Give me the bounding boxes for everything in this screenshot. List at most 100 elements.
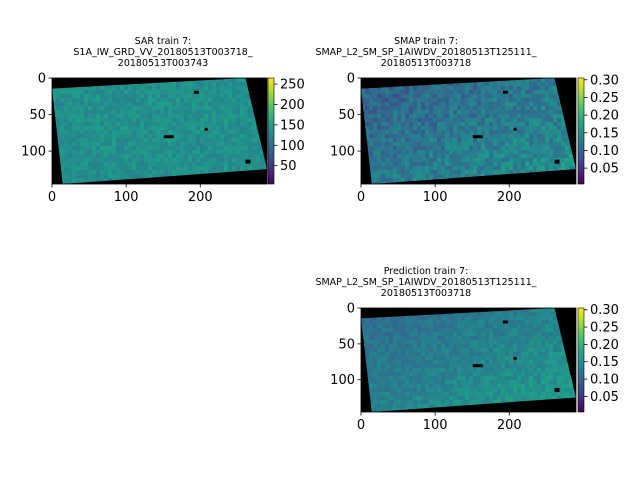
heatmap-cell [521,364,525,368]
heatmap-cell [437,360,441,364]
heatmap-cell [156,98,160,102]
heatmap-cell [172,138,176,142]
heatmap-cell [96,154,100,158]
heatmap-cell [545,336,549,340]
heatmap-cell [441,106,445,110]
heatmap-cell [104,110,108,114]
heatmap-cell [216,162,220,166]
heatmap-cell [509,400,513,404]
heatmap-cell [132,86,136,90]
heatmap-cell [124,146,128,150]
heatmap-cell [481,372,485,376]
heatmap-cell [485,90,489,94]
heatmap-cell [132,174,136,178]
heatmap-cell [561,372,565,376]
heatmap-cell [457,162,461,166]
heatmap-cell [248,154,252,158]
heatmap-cell [140,154,144,158]
heatmap-cell [529,384,533,388]
heatmap-cell [549,166,553,170]
heatmap-cell [393,408,397,412]
heatmap-cell [513,118,517,122]
heatmap-cell [381,380,385,384]
heatmap-cell [485,170,489,174]
heatmap-cell [409,102,413,106]
heatmap-cell [457,324,461,328]
heatmap-cell [168,122,172,126]
heatmap-cell [461,126,465,130]
heatmap-cell [457,348,461,352]
heatmap-cell [88,146,92,150]
heatmap-cell [385,376,389,380]
heatmap-cell [457,352,461,356]
heatmap-cell [433,90,437,94]
heatmap-cell [541,158,545,162]
heatmap-cell [557,384,561,388]
heatmap-cell [573,392,576,396]
heatmap-cell [501,170,505,174]
heatmap-cell [228,138,232,142]
heatmap-cell [501,352,505,356]
heatmap-cell [76,166,80,170]
heatmap-cell [509,336,513,340]
heatmap-cell [565,376,569,380]
heatmap-cell [365,336,369,340]
heatmap-cell [465,162,469,166]
heatmap-cell [76,126,80,130]
heatmap-cell [433,384,437,388]
heatmap-cell [208,78,212,82]
heatmap-cell [168,166,172,170]
heatmap-cell [409,384,413,388]
heatmap-cell [413,110,417,114]
heatmap-cell [92,178,96,182]
heatmap-cell [393,134,397,138]
heatmap-cell [489,90,493,94]
heatmap-cell [549,158,553,162]
heatmap-cell [192,114,196,118]
heatmap-cell [421,400,425,404]
heatmap-cell [389,98,393,102]
heatmap-cell [461,348,465,352]
heatmap-cell [393,178,397,182]
heatmap-cell [385,344,389,348]
heatmap-cell [164,146,168,150]
heatmap-cell [549,372,553,376]
heatmap-cell [461,162,465,166]
heatmap-cell [485,86,489,90]
heatmap-cell [204,166,208,170]
heatmap-cell [413,122,417,126]
heatmap-cell [393,162,397,166]
heatmap-cell [465,340,469,344]
heatmap-cell [517,138,521,142]
colorbar-tick-label: 0.25 [590,321,619,336]
heatmap-cell [501,98,505,102]
panel-title-line: S1A_IW_GRD_VV_20180513T003718_ [73,47,252,58]
heatmap-cell [156,174,160,178]
heatmap-cell [120,174,124,178]
heatmap-cell [441,380,445,384]
heatmap-cell [373,364,377,368]
heatmap-cell [545,150,549,154]
heatmap-cell [373,408,377,412]
heatmap-cell [537,380,541,384]
heatmap-cell [413,114,417,118]
heatmap-cell [565,130,569,134]
heatmap-cell [88,102,92,106]
heatmap-cell [473,384,477,388]
heatmap-cell [405,98,409,102]
heatmap-cell [385,138,389,142]
heatmap-cell [445,340,449,344]
heatmap-cell [172,94,176,98]
heatmap-cell [517,102,521,106]
heatmap-cell [485,344,489,348]
heatmap-cell [517,90,521,94]
heatmap-cell [485,138,489,142]
heatmap-cell [473,126,477,130]
heatmap-cell [116,122,120,126]
heatmap-cell [100,130,104,134]
heatmap-cell [204,170,208,174]
heatmap-cell [68,158,72,162]
heatmap-cell [140,98,144,102]
heatmap-cell [461,332,465,336]
heatmap-cell [481,400,485,404]
